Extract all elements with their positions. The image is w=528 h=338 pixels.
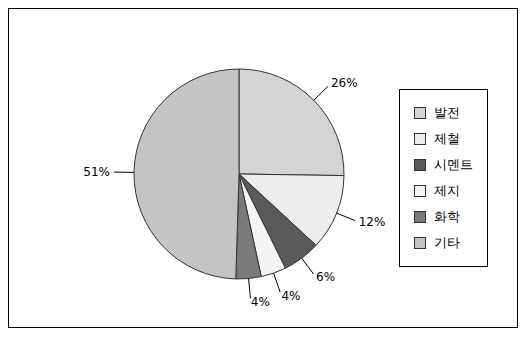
html-text:화학: 화학 bbox=[434, 209, 460, 224]
html-text:발전: 발전 bbox=[434, 105, 460, 120]
svg-text:6%: 6% bbox=[316, 270, 335, 284]
html-text:시멘트: 시멘트 bbox=[434, 157, 473, 172]
svg-text:51%: 51% bbox=[83, 165, 110, 179]
html-text:기타: 기타 bbox=[434, 235, 460, 250]
svg-text:4%: 4% bbox=[251, 295, 270, 309]
svg-text:12%: 12% bbox=[359, 215, 386, 229]
svg-text:26%: 26% bbox=[331, 76, 358, 90]
html-text:제철: 제철 bbox=[434, 131, 460, 146]
html-text:제지: 제지 bbox=[434, 183, 460, 198]
svg-text:4%: 4% bbox=[281, 289, 300, 303]
